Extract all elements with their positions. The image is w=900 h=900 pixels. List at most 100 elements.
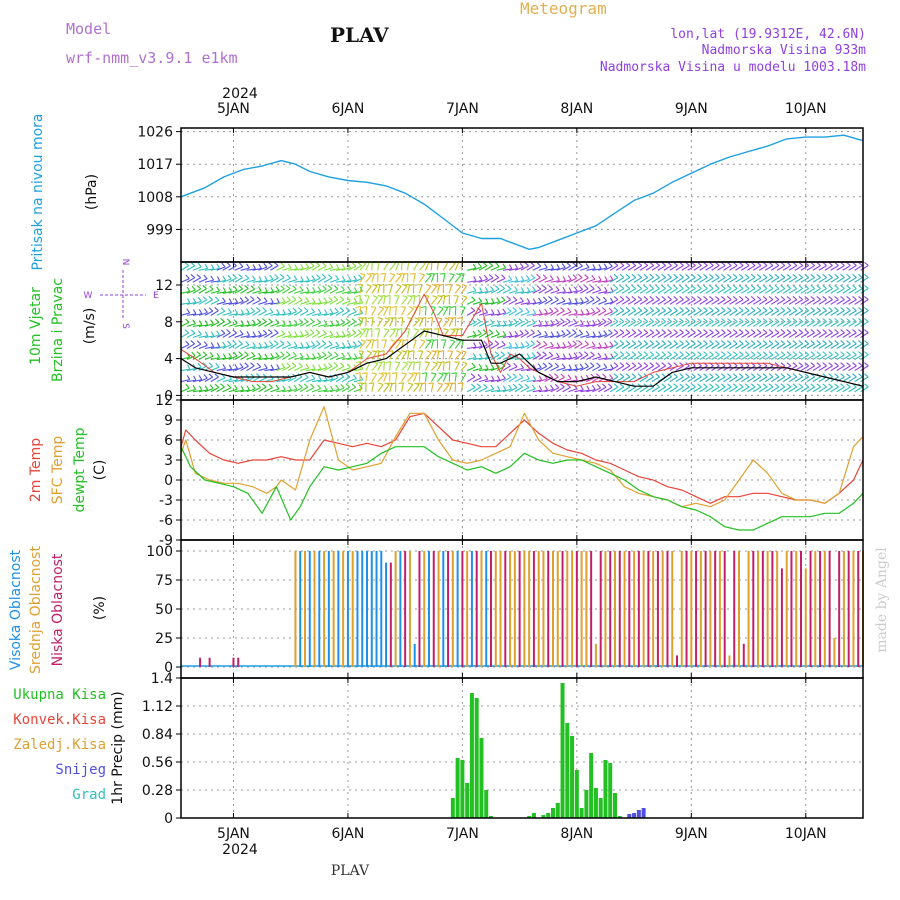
precip-bar-0-26 [613,793,617,818]
bottom-day-label-4: 9JAN [675,826,708,842]
cloud-bars [181,551,864,667]
temperature-ytick-label-4: 0 [164,473,173,489]
precip-bar-1-0 [627,814,632,818]
pressure-panel: 1026 1017 1008 999 [137,125,864,263]
altitude-label: Nadmorska Visina 933m [702,43,867,58]
pressure-unit: (hPa) [84,174,100,210]
precip-bar-0-19 [579,808,584,818]
precip-bar-0-13 [551,808,555,818]
bottom-day-label-2: 7JAN [446,826,479,842]
precip-ytick-label-3: 0.56 [142,755,173,771]
compass-south: S [120,323,130,329]
cloud-ylabel-low: Niska Oblacnost [50,553,66,666]
precip-bar-0-4 [469,693,474,818]
precip-bar-0-1 [455,758,460,818]
precip-bar-0-10 [531,813,536,818]
precip-ytick-label-5: 0 [164,811,173,827]
model-name: wrf-nmm_v3.9.1 e1km [66,49,238,67]
bottom-day-labels: 5JAN 6JAN 7JAN 8JAN 9JAN 10JAN [217,826,827,842]
temperature-line-2 [180,446,864,531]
cloud-ytick-label-2: 50 [155,602,173,618]
precip-bar-0-23 [598,798,603,818]
wind-ytick-label-3: 0 [164,388,173,404]
top-day-labels: 5JAN 6JAN 7JAN 8JAN 9JAN 10JAN [217,101,827,117]
precip-bar-1-2 [636,810,641,818]
temperature-line-0 [180,412,864,504]
precip-bar-1-1 [632,813,637,818]
lonlat-label: lon,lat (19.9312E, 42.6N) [670,27,866,42]
cloud-ytick-label-3: 25 [155,631,173,647]
precip-bar-0-24 [603,760,608,818]
temperature-panel: 12 9 6 3 0 -3 -6 -9 [155,393,864,549]
compass-east: E [153,291,159,301]
pressure-line [180,134,864,251]
temperature-ytick-label-5: -3 [159,493,173,509]
cloud-ylabel-high: Visoka Oblacnost [8,549,24,670]
temperature-ytick-label-6: -6 [159,513,173,529]
station-title: PLAV [330,23,389,47]
top-day-label-5: 10JAN [785,101,827,117]
wind-ylabel-2: Brzina i Pravac [50,278,66,382]
precip-panel: 1.4 1.12 0.84 0.56 0.28 0 [142,671,864,827]
wind-gust-line [180,293,864,387]
wind-ytick-label-0: 12 [155,278,173,294]
precip-bar-0-27 [617,816,622,818]
precip-ytick-label-0: 1.4 [151,671,173,687]
precip-bar-0-0 [450,798,455,818]
pressure-ylabel: Pritisak na nivou mora [30,113,46,270]
precip-legend: Ukupna Kisa Konvek.Kisa Zaledj.Kisa Snijeg G… [13,687,106,803]
model-label: Model [66,20,111,38]
bottom-year-label: 2024 [222,842,258,858]
temperature-ytick-label-0: 12 [155,393,173,409]
meteogram-title: Meteogram [520,0,607,18]
wind-ylabel-1: 10m Vjetar [28,287,44,365]
cloud-unit: (%) [92,596,108,620]
cloud-ylabel-mid: Srednja Oblacnost [28,546,44,674]
precip-ylabel: 1hr Precip (mm) [110,691,126,804]
cloud-panel: 100 75 50 25 0 [146,539,864,679]
temperature-ytick-label-3: 3 [164,453,173,469]
precip-bar-0-2 [460,760,465,818]
precip-legend-item-3: Snijeg [55,762,106,778]
footer-station: PLAV [331,863,370,879]
temp-unit: (C) [92,460,108,481]
precip-legend-item-4: Grad [72,787,106,803]
temperature-line-1 [180,406,864,508]
temp-ylabel-dewpt: dewpt Temp [72,427,88,512]
wind-speed-line [180,330,864,387]
top-day-label-1: 6JAN [332,101,365,117]
top-day-label-2: 7JAN [446,101,479,117]
wind-unit: (m/s) [82,308,98,345]
pressure-ytick-label-3: 999 [146,222,173,238]
cloud-ytick-label-0: 100 [146,544,173,560]
precip-bar-0-17 [570,736,575,818]
top-day-label-3: 8JAN [560,101,593,117]
pressure-ytick-label-0: 1026 [137,125,173,141]
compass-west: W [84,291,93,301]
precip-legend-item-0: Ukupna Kisa [13,687,106,703]
wind-ytick-label-1: 8 [164,315,173,331]
bottom-day-label-5: 10JAN [785,826,827,842]
precip-bar-0-20 [584,790,589,818]
precip-ytick-label-4: 0.28 [142,783,173,799]
wind-ytick-label-2: 4 [164,352,173,368]
temperature-ytick-label-2: 6 [164,433,173,449]
wind-panel: 12 8 4 0 [155,260,869,404]
top-year-label: 2024 [222,86,258,102]
cloud-ytick-label-4: 0 [164,660,173,676]
precip-bar-0-9 [527,816,532,818]
precip-bar-0-5 [474,698,479,818]
bottom-day-label-3: 8JAN [560,826,593,842]
wind-barbs [180,260,869,393]
precip-bar-0-8 [489,816,493,818]
temperature-ytick-label-1: 9 [164,413,173,429]
pressure-ytick-label-2: 1008 [137,190,173,206]
precip-bar-0-22 [593,788,598,818]
precip-bar-0-14 [555,803,560,818]
temp-ylabel-2m: 2m Temp [28,438,44,502]
temperature-ytick-label-7: -9 [159,533,173,549]
precip-bar-0-11 [541,815,546,818]
precip-bar-0-12 [546,813,551,818]
